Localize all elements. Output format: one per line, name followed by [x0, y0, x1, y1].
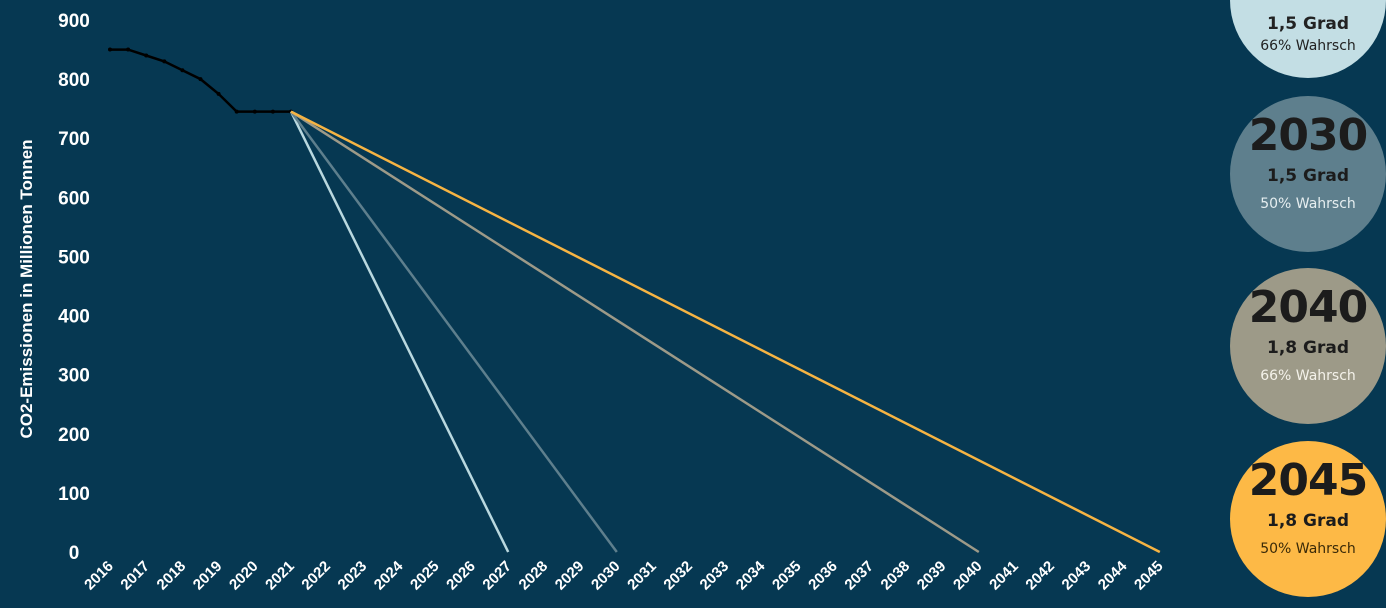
- x-tick-label: 2045: [1131, 558, 1167, 594]
- y-tick-label: 800: [58, 70, 90, 91]
- x-tick-label: 2017: [117, 558, 153, 594]
- x-tick-label: 2016: [81, 558, 117, 594]
- series-point: [162, 59, 167, 64]
- series-point: [234, 109, 239, 114]
- badge-grad: 1,5 Grad: [1266, 166, 1349, 186]
- badge-grad: 1,8 Grad: [1266, 338, 1349, 358]
- y-tick-label: 500: [58, 247, 90, 268]
- x-tick-label: 2025: [407, 558, 443, 594]
- x-tick-label: 2038: [878, 558, 914, 594]
- series-line-3: [290, 110, 980, 554]
- x-tick-label: 2024: [371, 557, 407, 593]
- x-tick-label: 2019: [190, 558, 226, 594]
- badge-grad: 1,5 Grad: [1266, 14, 1349, 34]
- x-tick-label: 2030: [588, 558, 624, 594]
- badge-prob: 50% Wahrsch: [1260, 196, 1356, 212]
- x-tick-label: 2026: [443, 558, 479, 594]
- y-tick-label: 900: [58, 11, 90, 32]
- x-tick-label: 2033: [697, 558, 733, 594]
- series-point: [144, 53, 149, 58]
- y-tick-label: 200: [58, 425, 90, 446]
- badge-grad: 1,8 Grad: [1266, 511, 1349, 531]
- y-tick-label: 600: [58, 188, 90, 209]
- x-tick-label: 2036: [805, 558, 841, 594]
- x-tick-label: 2020: [226, 558, 262, 594]
- series-line-2: [289, 110, 618, 553]
- badge-prob: 50% Wahrsch: [1260, 541, 1356, 557]
- series-point: [198, 77, 203, 82]
- x-tick-label: 2041: [986, 558, 1022, 594]
- x-tick-label: 2043: [1059, 558, 1095, 594]
- x-tick-label: 2018: [154, 558, 190, 594]
- x-tick-label: 2034: [733, 557, 769, 593]
- x-tick-label: 2021: [262, 558, 298, 594]
- x-tick-label: 2035: [769, 558, 805, 594]
- x-tick-label: 2028: [516, 558, 552, 594]
- series-line-4: [290, 110, 1161, 554]
- series-point: [126, 47, 131, 52]
- y-tick-label: 100: [58, 484, 90, 505]
- badge-prob: 66% Wahrsch: [1260, 38, 1356, 54]
- series-point: [180, 68, 185, 73]
- x-tick-label: 2040: [950, 558, 986, 594]
- badge-year: 2045: [1248, 455, 1368, 506]
- x-tick-label: 2022: [298, 558, 334, 594]
- x-tick-label: 2031: [624, 558, 660, 594]
- x-tick-label: 2027: [479, 558, 515, 594]
- x-tick-label: 2037: [841, 558, 877, 594]
- badge-year: 2030: [1248, 110, 1368, 161]
- y-tick-label: 300: [58, 366, 90, 387]
- badge-2040: 2040 1,8 Grad 66% Wahrsch: [1230, 268, 1386, 424]
- series-line-1: [289, 111, 510, 553]
- badge-prob: 66% Wahrsch: [1260, 368, 1356, 384]
- y-axis-label: CO2-Emissionen in Millionen Tonnen: [17, 139, 36, 438]
- badge-2030: 2030 1,5 Grad 50% Wahrsch: [1230, 96, 1386, 252]
- y-tick-label: 400: [58, 307, 90, 328]
- x-tick-label: 2029: [552, 558, 588, 594]
- series-point: [270, 109, 275, 114]
- x-tick-label: 2044: [1095, 557, 1131, 593]
- y-tick-label: 700: [58, 129, 90, 150]
- x-tick-label: 2032: [660, 558, 696, 594]
- series-point: [216, 91, 221, 96]
- x-tick-label: 2039: [914, 558, 950, 594]
- badge-year: 2040: [1248, 282, 1368, 333]
- series-point: [108, 47, 112, 52]
- series-point: [252, 109, 257, 114]
- x-tick-label: 2042: [1022, 558, 1058, 594]
- badge-2045: 2045 1,8 Grad 50% Wahrsch: [1230, 441, 1386, 597]
- y-tick-label: 0: [69, 543, 80, 564]
- x-tick-label: 2023: [335, 558, 371, 594]
